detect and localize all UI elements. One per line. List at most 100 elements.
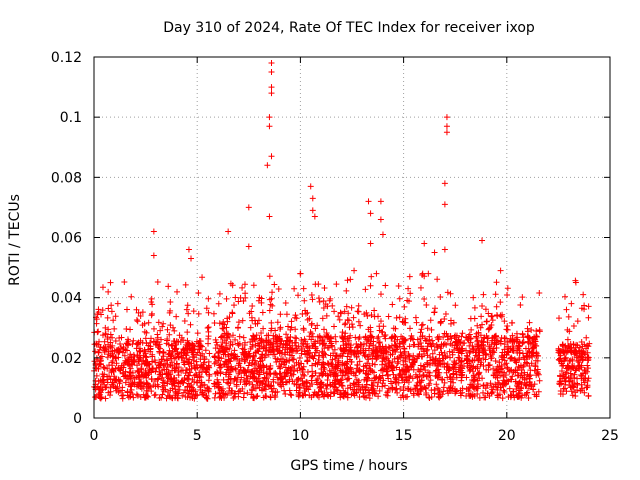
data-point [339,353,346,360]
data-point [268,84,275,91]
data-point [387,351,394,358]
data-point [239,345,246,352]
data-point [292,326,299,333]
data-point [456,346,463,353]
data-point [149,351,156,358]
data-point [583,384,590,391]
data-point [578,348,585,355]
data-point [157,362,164,369]
data-point [410,392,417,399]
data-point [253,332,260,339]
data-point [444,353,451,360]
data-point [492,291,499,298]
data-point [216,290,223,297]
data-point [268,325,275,332]
data-point [526,349,533,356]
data-point [159,391,166,398]
data-point [402,366,409,373]
data-point [226,333,233,340]
data-point [266,365,273,372]
data-point [227,375,234,382]
data-point [101,365,108,372]
data-point [522,382,529,389]
data-point [558,367,565,374]
data-point [410,341,417,348]
data-point [385,343,392,350]
data-point [497,372,504,379]
data-point [516,343,523,350]
data-point [143,374,150,381]
data-point [489,335,496,342]
data-point [519,294,526,301]
data-point [211,320,218,327]
data-point [104,314,111,321]
data-point [499,395,506,402]
data-point [580,377,587,384]
data-point [441,246,448,253]
data-point [465,333,472,340]
data-point [472,349,479,356]
data-point [526,363,533,370]
data-point [223,340,230,347]
data-point [334,372,341,379]
data-point [289,356,296,363]
data-point [406,374,413,381]
data-point [447,290,454,297]
data-point [180,389,187,396]
data-point [278,376,285,383]
data-point [168,381,175,388]
data-point [535,371,542,378]
data-point [270,378,277,385]
data-point [127,326,134,333]
data-point [341,308,348,315]
data-point [407,325,414,332]
data-point [304,357,311,364]
data-point [451,346,458,353]
data-point [240,394,247,401]
data-point [352,334,359,341]
data-point [344,277,351,284]
data-point [300,285,307,292]
data-point [152,338,159,345]
data-point [422,337,429,344]
data-point [536,290,543,297]
data-point [536,377,543,384]
data-point [113,376,120,383]
data-point [228,365,235,372]
data-point [166,309,173,316]
data-point [135,358,142,365]
data-point [129,380,136,387]
data-point [141,320,148,327]
data-point [145,319,152,326]
data-point [298,360,305,367]
data-point [277,364,284,371]
data-point [277,325,284,332]
data-point [443,330,450,337]
data-point [112,338,119,345]
data-point [239,317,246,324]
data-point [174,288,181,295]
data-point [241,376,248,383]
data-point [494,386,501,393]
data-point [308,373,315,380]
data-point [220,376,227,383]
data-point [528,341,535,348]
data-point [374,383,381,390]
data-point [367,210,374,217]
data-point [203,305,210,312]
data-point [525,385,532,392]
data-point [308,291,315,298]
data-point [487,353,494,360]
data-point [368,382,375,389]
data-point [375,379,382,386]
data-point [309,207,316,214]
data-point [464,360,471,367]
data-point [355,318,362,325]
data-point [364,313,371,320]
data-point [267,362,274,369]
data-point [509,337,516,344]
data-point [308,336,315,343]
data-point [95,385,102,392]
data-point [584,362,591,369]
